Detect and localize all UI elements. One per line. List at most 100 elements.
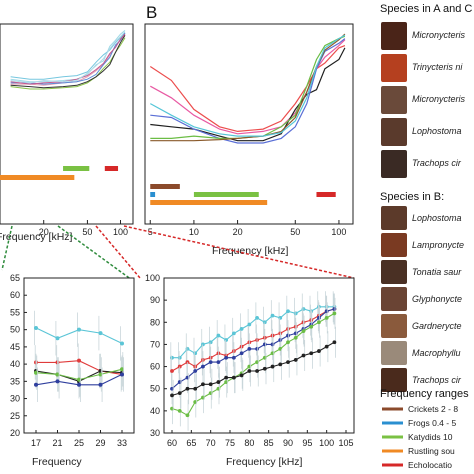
- panel-b-range-bar-0: [150, 184, 180, 189]
- panel-d-point-2-4: [201, 364, 205, 369]
- panel-c-ytick-label-8: 60: [10, 290, 20, 300]
- species-photo-b-5: [381, 341, 407, 365]
- species-photo-a-2: [381, 86, 407, 114]
- panel-d-xticks: 60 65 70 75 80 85 90 95 100 105: [167, 430, 354, 448]
- panel-d-point-2-6: [216, 360, 221, 365]
- panel-d-point-1-0: [170, 369, 174, 373]
- panel-a-xtick-label-2: 100: [113, 227, 128, 237]
- panel-d-xtick-label-1: 65: [186, 438, 196, 448]
- panel-c-xtick-label-1: 21: [52, 438, 62, 448]
- species-photo-b-4: [381, 314, 407, 338]
- panel-d-xlabel: Frequency [kHz]: [226, 456, 303, 468]
- range-label-2: Katydids 10: [408, 432, 453, 442]
- range-label-4: Echolocatio: [408, 460, 452, 470]
- species-a-header: Species in A and C: [380, 3, 472, 15]
- panel-d-ytick-label-1: 40: [150, 406, 160, 416]
- ranges-header: Frequency ranges: [380, 388, 469, 400]
- species-photo-b-3: [381, 287, 407, 311]
- panel-d-ytick-label-2: 50: [150, 384, 160, 394]
- panel-d-point-0-13: [270, 313, 275, 318]
- panel-a-range-bar-0: [63, 166, 90, 171]
- panel-c-ytick-label-2: 30: [10, 394, 20, 404]
- panel-d-point-2-9: [239, 351, 244, 356]
- panel-d-xtick-label-7: 95: [302, 438, 312, 448]
- panel-d-point-2-19: [317, 315, 321, 320]
- panel-d-point-4-8: [231, 375, 236, 380]
- panel-d-xtick-label-3: 75: [225, 438, 235, 448]
- panel-d-point-0-0: [170, 355, 174, 360]
- panel-b-ranges: [150, 184, 336, 205]
- panel-d-point-0-15: [286, 309, 290, 314]
- species-a-name-3: Lophostoma: [412, 126, 462, 136]
- panel-c-xtick-label-0: 17: [31, 438, 41, 448]
- panel-d-series-line-3: [171, 312, 335, 417]
- panel-d-point-4-13: [270, 364, 275, 369]
- species-photo-b-6: [381, 368, 407, 392]
- panel-d-point-2-12: [262, 342, 267, 347]
- panel-d-series-line-4: [171, 341, 335, 396]
- panel-c-point-0-2: [77, 327, 81, 332]
- panel-a-xtick-label-0: 20: [39, 227, 49, 237]
- panel-b-xtick-label-2: 20: [233, 227, 243, 237]
- panel-d-point-0-12: [262, 320, 267, 325]
- panel-d-point-3-16: [293, 335, 298, 340]
- panel-d-ytick-label-5: 80: [150, 317, 160, 327]
- panel-c-xtick-label-4: 33: [117, 438, 127, 448]
- panel-d-xtick-label-5: 85: [264, 438, 274, 448]
- panel-d-ytick-label-4: 70: [150, 339, 160, 349]
- panel-d-point-0-14: [278, 315, 283, 320]
- panel-d-point-4-1: [177, 391, 182, 396]
- species-legend: Species in A and C Micronycteris Trinycte…: [380, 3, 472, 470]
- panel-d-xtick-label-2: 70: [206, 438, 216, 448]
- panel-d-point-2-8: [231, 355, 236, 360]
- panel-d-ytick-label-3: 60: [150, 362, 160, 372]
- panel-d-yticks: 30 40 50 60 70 80 90 100: [145, 273, 167, 438]
- panel-d-point-4-11: [255, 369, 259, 373]
- panel-d-point-2-16: [293, 331, 298, 336]
- panel-a: 20 50 100 Frequency [kHz]: [0, 23, 134, 243]
- panel-letter-b: B: [146, 3, 157, 22]
- panel-d-point-4-3: [193, 386, 198, 391]
- panel-d-point-2-14: [278, 338, 283, 342]
- panel-b-range-bar-2: [193, 192, 259, 197]
- panel-b-series-line-0: [149, 45, 346, 133]
- panel-a-lines: [10, 30, 126, 90]
- panel-c-frame: [23, 277, 135, 434]
- panel-d-point-4-9: [239, 373, 244, 378]
- panel-c: 20 25 30 35 40 45 50 55 60 65 17 21 25 29 33 Frequenc…: [10, 273, 135, 468]
- panel-d-point-4-5: [208, 382, 213, 387]
- panel-d-point-4-6: [216, 380, 221, 384]
- panel-d-lines: [170, 291, 337, 431]
- panel-d-point-4-18: [309, 351, 314, 356]
- panel-d-point-2-5: [208, 360, 213, 365]
- panel-d-point-0-9: [239, 327, 244, 331]
- panel-d-point-0-17: [301, 307, 306, 311]
- panel-d-xtick-label-6: 90: [283, 438, 293, 448]
- panel-a-frame: [0, 23, 134, 225]
- panel-d-point-0-5: [208, 340, 213, 345]
- panel-c-xlabel: Frequency: [32, 456, 82, 468]
- panel-c-xtick-label-2: 25: [74, 438, 84, 448]
- panel-b-range-bar-4: [150, 200, 268, 205]
- panel-d-point-3-17: [301, 329, 306, 334]
- panel-a-range-bar-1: [104, 166, 119, 171]
- panel-d-point-4-21: [332, 340, 337, 345]
- panel-b-series-line-4: [150, 35, 346, 139]
- panel-c-ytick-label-7: 55: [10, 307, 20, 317]
- panel-a-xlabel: Frequency [kHz]: [0, 231, 73, 243]
- panel-d-point-4-4: [201, 382, 205, 387]
- panel-d-point-4-16: [293, 358, 298, 362]
- connector-red-left: [95, 225, 141, 279]
- species-a-name-1: Trinycteris ni: [412, 62, 463, 72]
- panel-d-point-0-3: [193, 351, 198, 356]
- panel-d-point-0-16: [293, 311, 298, 316]
- panel-a-ranges: [0, 166, 119, 180]
- panel-a-range-bar-2: [0, 175, 75, 180]
- panel-b-lines: [149, 33, 346, 144]
- panel-d-point-0-1: [177, 355, 182, 360]
- ranges-list: Crickets 2 - 8 Frogs 0.4 - 5 Katydids 10 Ru…: [382, 404, 458, 470]
- panel-b-series-line-5: [150, 33, 346, 142]
- panel-d-point-0-8: [231, 331, 236, 336]
- panel-c-lines: [34, 310, 124, 402]
- panel-d-xtick-label-4: 80: [244, 438, 254, 448]
